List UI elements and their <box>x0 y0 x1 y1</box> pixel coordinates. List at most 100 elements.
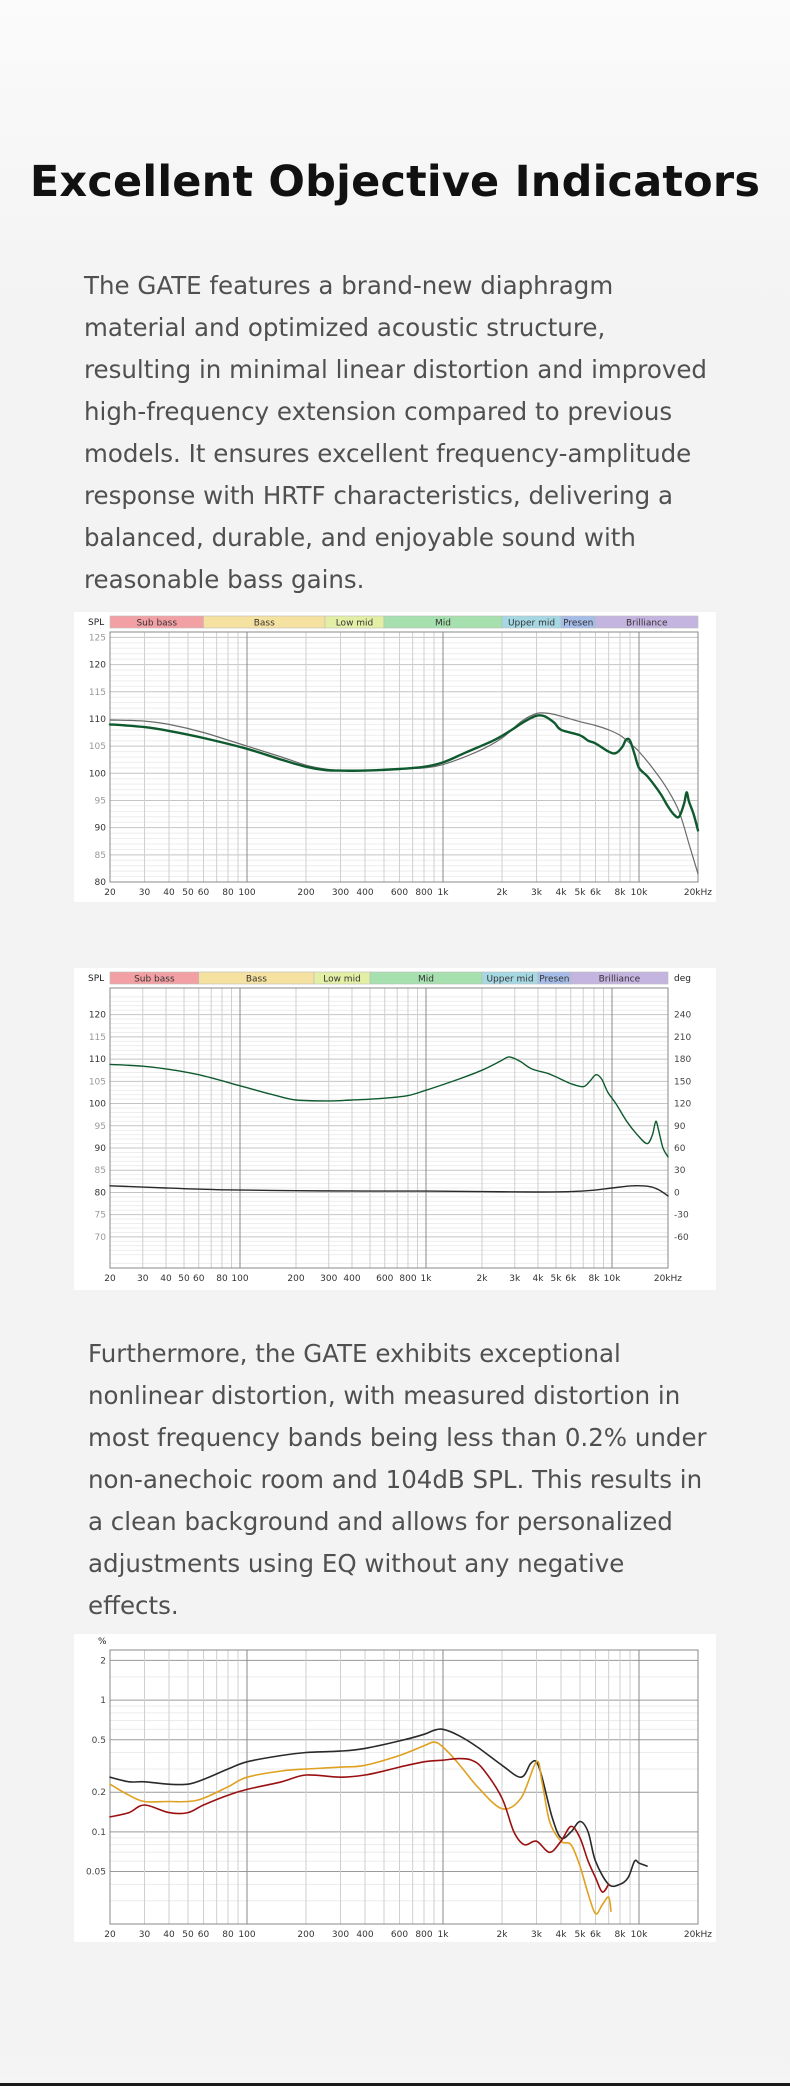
x-tick-label: 100 <box>238 888 255 898</box>
band-label: Low mid <box>336 619 374 629</box>
band-label: Presen <box>539 975 569 985</box>
x-tick-label: 200 <box>297 1930 314 1940</box>
y-tick-label: 90 <box>95 824 107 834</box>
x-tick-label: 4k <box>533 1274 545 1284</box>
x-tick-label: 6k <box>590 1930 602 1940</box>
y-tick-label: 0.5 <box>92 1736 106 1746</box>
y2-tick-label: 60 <box>674 1144 686 1154</box>
y-tick-label: 120 <box>89 661 106 671</box>
y-tick-label: 120 <box>89 1011 106 1021</box>
y-tick-label: 105 <box>89 1077 106 1087</box>
x-tick-label: 5k <box>575 888 587 898</box>
x-tick-label: 3k <box>509 1274 521 1284</box>
y-tick-label: 110 <box>89 1055 106 1065</box>
band-label: Mid <box>418 975 434 985</box>
y-axis-label: SPL <box>88 974 104 984</box>
x-tick-label: 200 <box>297 888 314 898</box>
x-tick-label: 30 <box>139 1930 151 1940</box>
distortion-chart: % 2 1 0.5 0.2 0.1 0.05 20 30 40 50 60 80 100 200 300 400… <box>74 1634 716 1942</box>
x-tick-label: 4k <box>556 1930 568 1940</box>
x-tick-label: 800 <box>415 888 432 898</box>
band-label: Mid <box>435 619 451 629</box>
x-tick-label: 3k <box>531 1930 543 1940</box>
plot-frame <box>109 1649 699 1925</box>
y-tick-label: 1 <box>100 1696 106 1706</box>
x-tick-label: 40 <box>163 888 175 898</box>
bottom-divider <box>0 2083 790 2086</box>
y-axis-label: % <box>98 1637 107 1647</box>
page-title: Excellent Objective Indicators <box>29 156 761 207</box>
x-tick-label: 20kHz <box>684 1930 712 1940</box>
x-tick-label: 10k <box>631 1930 648 1940</box>
y-tick-label: 2 <box>100 1656 106 1666</box>
y-tick-label: 0.2 <box>92 1788 106 1798</box>
x-tick-label: 20 <box>104 888 116 898</box>
x-tick-label: 5k <box>575 1930 587 1940</box>
x-tick-label: 20 <box>104 1930 116 1940</box>
x-tick-label: 80 <box>222 888 234 898</box>
x-tick-label: 600 <box>391 888 408 898</box>
distortion-paragraph: Furthermore, the GATE exhibits exception… <box>88 1339 707 1620</box>
band-label: Brilliance <box>599 975 641 985</box>
y-tick-label: 115 <box>89 1033 106 1043</box>
x-tick-label: 6k <box>565 1274 577 1284</box>
y-tick-label: 80 <box>95 1188 107 1198</box>
intro-paragraph: The GATE features a brand-new diaphragm … <box>84 271 707 594</box>
series-line-frequency-response <box>109 1056 669 1158</box>
x-tick-label: 50 <box>178 1274 190 1284</box>
series-line-gate <box>108 713 700 832</box>
plot-frame <box>109 987 669 1269</box>
x-tick-label: 300 <box>320 1274 337 1284</box>
x-tick-label: 2k <box>497 888 509 898</box>
x-tick-label: 8k <box>615 888 627 898</box>
y-tick-label: 85 <box>95 851 106 861</box>
y-tick-label: 90 <box>95 1144 107 1154</box>
x-tick-label: 60 <box>193 1274 205 1284</box>
band-label: Bass <box>246 975 267 985</box>
y2-tick-label: 180 <box>674 1055 691 1065</box>
y-tick-label: 70 <box>95 1233 107 1243</box>
band-label: Presen <box>563 619 593 629</box>
x-tick-label: 600 <box>376 1274 393 1284</box>
y2-tick-label: 120 <box>674 1100 691 1110</box>
x-tick-label: 20 <box>104 1274 116 1284</box>
x-tick-label: 300 <box>332 1930 349 1940</box>
x-tick-label: 2k <box>497 1930 509 1940</box>
y-tick-label: 0.05 <box>86 1868 106 1878</box>
band-label: Upper mid <box>486 975 533 985</box>
y2-tick-label: 150 <box>674 1077 691 1087</box>
x-tick-label: 50 <box>182 888 194 898</box>
x-tick-label: 50 <box>182 1930 194 1940</box>
x-tick-label: 1k <box>421 1274 433 1284</box>
band-label: Sub bass <box>136 619 177 629</box>
y-tick-label: 105 <box>89 742 106 752</box>
x-tick-label: 5k <box>551 1274 563 1284</box>
plot-frame <box>109 631 699 883</box>
plot-area <box>110 1650 698 1924</box>
x-tick-label: 10k <box>604 1274 621 1284</box>
x-tick-label: 600 <box>391 1930 408 1940</box>
y2-tick-label: 0 <box>674 1188 680 1198</box>
distortion-svg: % 2 1 0.5 0.2 0.1 0.05 20 30 40 50 60 80 100 200 300 400… <box>86 1637 712 1940</box>
series-line-h2 <box>109 1741 612 1915</box>
y-tick-label: 110 <box>89 715 106 725</box>
frequency-phase-svg: Sub bass Bass Low mid Mid Upper mid Presen Bri… <box>88 971 691 1284</box>
x-tick-label: 10k <box>631 888 648 898</box>
x-tick-label: 80 <box>222 1930 234 1940</box>
y2-tick-label: 90 <box>674 1122 686 1132</box>
frequency-phase-chart: Sub bass Bass Low mid Mid Upper mid Presen Bri… <box>74 968 716 1290</box>
band-label: Bass <box>254 619 275 629</box>
x-tick-label: 6k <box>590 888 602 898</box>
x-tick-label: 100 <box>238 1930 255 1940</box>
x-tick-label: 400 <box>356 888 373 898</box>
x-tick-label: 3k <box>531 888 543 898</box>
series-line-h3 <box>109 1757 610 1893</box>
y2-tick-label: 30 <box>674 1166 686 1176</box>
band-label: Brilliance <box>626 619 668 629</box>
x-tick-label: 30 <box>139 888 151 898</box>
series-line-thd <box>109 1728 648 1888</box>
y2-tick-label: 240 <box>674 1011 691 1021</box>
y2-tick-label: 210 <box>674 1033 691 1043</box>
x-tick-label: 800 <box>399 1274 416 1284</box>
x-tick-label: 40 <box>160 1274 172 1284</box>
